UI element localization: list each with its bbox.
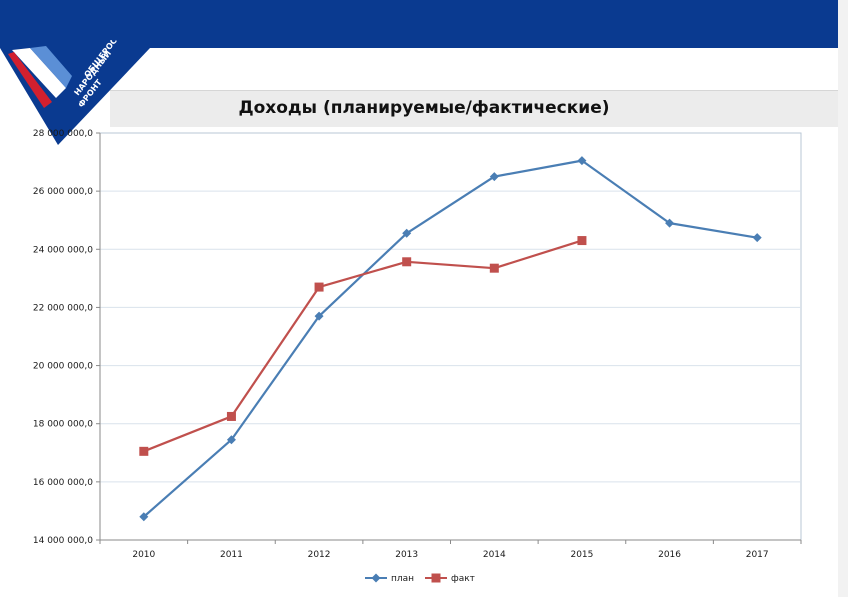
y-tick-label: 16 000 000,0 <box>33 478 93 488</box>
data-point-fact <box>402 257 412 267</box>
y-tick-label: 18 000 000,0 <box>33 420 93 430</box>
x-tick-label: 2011 <box>220 550 243 560</box>
x-tick-label: 2017 <box>746 550 769 560</box>
data-point-plan <box>402 228 412 238</box>
y-tick-label: 28 000 000,0 <box>33 129 93 139</box>
data-point-fact <box>226 411 236 421</box>
data-point-plan <box>665 218 675 228</box>
series-line-plan <box>143 159 758 518</box>
legend-marker-plan <box>371 573 381 583</box>
chart-title: Доходы (планируемые/фактические) <box>238 98 610 118</box>
x-tick-label: 2016 <box>658 550 681 560</box>
legend-label-plan: план <box>391 574 414 584</box>
data-point-plan <box>489 172 499 182</box>
x-tick-label: 2014 <box>483 550 506 560</box>
data-point-plan <box>226 435 236 445</box>
y-tick-label: 26 000 000,0 <box>33 187 93 197</box>
data-point-fact <box>489 263 499 273</box>
y-tick-label: 22 000 000,0 <box>33 303 93 313</box>
legend-label-fact: факт <box>451 574 475 584</box>
x-tick-label: 2013 <box>395 550 418 560</box>
x-tick-label: 2015 <box>570 550 593 560</box>
onf-logo: ОБЩЕРОССИЙСКИЙ НАРОДНЫЙ ФРОНТ <box>0 40 150 145</box>
y-tick-label: 24 000 000,0 <box>33 245 93 255</box>
data-point-plan <box>139 512 149 522</box>
right-edge-shade <box>838 0 848 597</box>
x-tick-label: 2012 <box>308 550 331 560</box>
data-point-fact <box>577 236 587 246</box>
title-bar <box>110 90 838 127</box>
logo-white-stripe <box>12 48 66 98</box>
x-tick-label: 2010 <box>132 550 155 560</box>
logo-red-stripe <box>8 52 52 108</box>
y-tick-label: 20 000 000,0 <box>33 362 93 372</box>
plot-area <box>99 132 802 541</box>
data-point-plan <box>752 233 762 243</box>
data-point-plan <box>577 156 587 166</box>
data-point-plan <box>314 311 324 321</box>
legend-marker-fact <box>431 573 441 583</box>
data-point-fact <box>314 282 324 292</box>
y-tick-label: 14 000 000,0 <box>33 536 93 546</box>
data-point-fact <box>139 446 149 456</box>
series-line-fact <box>143 239 583 453</box>
logo-blue-stripe <box>30 46 72 88</box>
